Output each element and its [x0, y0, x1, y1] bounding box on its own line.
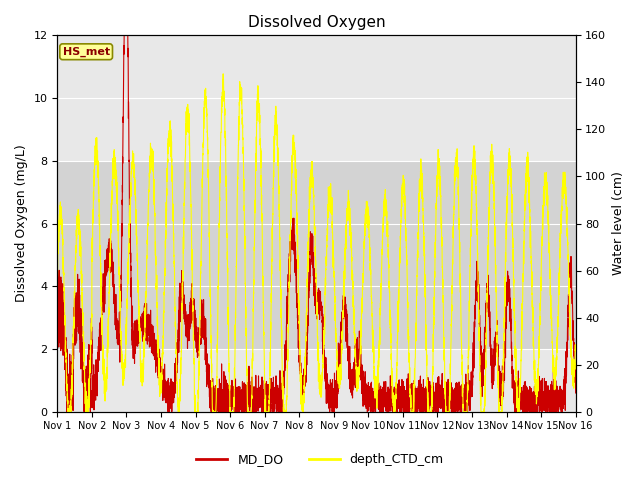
- Y-axis label: Water level (cm): Water level (cm): [612, 171, 625, 276]
- MD_DO: [572, 390, 579, 396]
- MD_DO: [391, 409, 399, 415]
- depth_CTD_cm: [54, 272, 61, 278]
- MD_DO: [480, 366, 488, 372]
- depth_CTD_cm: [572, 348, 579, 354]
- depth_CTD_cm: [148, 156, 156, 162]
- Bar: [58, 161, 575, 349]
- Y-axis label: Dissolved Oxygen (mg/L): Dissolved Oxygen (mg/L): [15, 144, 28, 302]
- MD_DO: [440, 394, 448, 400]
- Legend: MD_DO, depth_CTD_cm: MD_DO, depth_CTD_cm: [191, 448, 449, 471]
- MD_DO: [120, 33, 128, 38]
- MD_DO: [365, 380, 372, 385]
- MD_DO: [252, 400, 259, 406]
- depth_CTD_cm: [64, 409, 72, 415]
- Line: MD_DO: MD_DO: [58, 36, 575, 412]
- Text: HS_met: HS_met: [63, 47, 109, 57]
- depth_CTD_cm: [440, 347, 448, 353]
- Line: depth_CTD_cm: depth_CTD_cm: [58, 74, 575, 412]
- depth_CTD_cm: [391, 404, 399, 410]
- depth_CTD_cm: [220, 71, 227, 77]
- MD_DO: [148, 322, 156, 328]
- depth_CTD_cm: [252, 160, 259, 166]
- depth_CTD_cm: [480, 409, 488, 415]
- MD_DO: [54, 311, 61, 317]
- depth_CTD_cm: [365, 216, 372, 222]
- Title: Dissolved Oxygen: Dissolved Oxygen: [248, 15, 385, 30]
- MD_DO: [63, 409, 70, 415]
